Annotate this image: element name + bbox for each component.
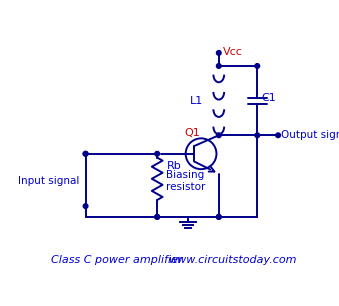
Text: Rb: Rb [166,161,181,171]
Text: Vcc: Vcc [223,47,242,57]
Circle shape [83,151,88,156]
Circle shape [217,215,221,219]
Text: Q1: Q1 [184,128,200,138]
Circle shape [255,64,260,68]
Circle shape [217,215,221,219]
Circle shape [155,151,159,156]
Text: L1: L1 [190,96,203,106]
Circle shape [217,64,221,68]
Text: www.circuitstoday.com: www.circuitstoday.com [168,255,297,265]
Text: Output signal: Output signal [281,130,339,140]
Text: Biasing
resistor: Biasing resistor [166,170,206,192]
Circle shape [155,215,159,219]
Circle shape [217,50,221,55]
Circle shape [83,151,88,156]
Circle shape [255,133,260,138]
Text: Input signal: Input signal [18,177,79,186]
Circle shape [217,133,221,138]
Circle shape [155,215,159,219]
Circle shape [276,133,280,138]
Text: Class C power amplifier: Class C power amplifier [51,255,182,265]
Text: C1: C1 [261,92,276,103]
Circle shape [83,204,88,208]
